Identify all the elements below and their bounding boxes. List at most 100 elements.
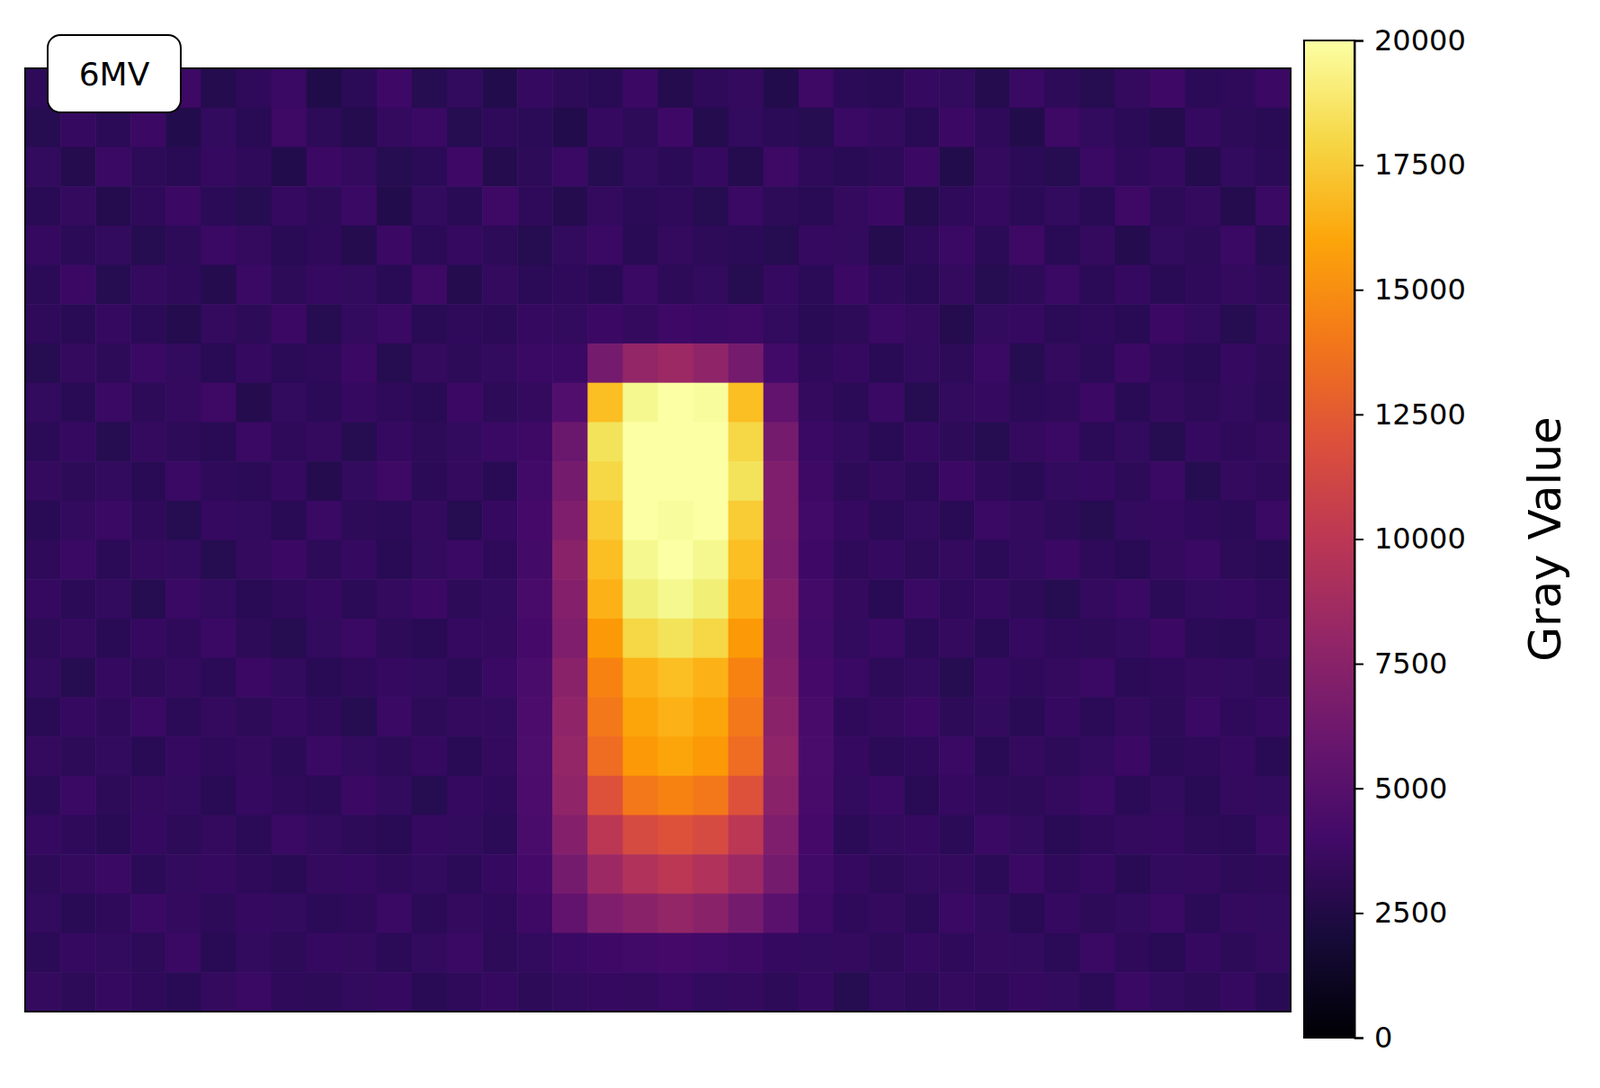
heatmap-cell	[411, 893, 448, 934]
title-box: 6MV	[47, 35, 181, 113]
heatmap-cell	[658, 265, 695, 305]
heatmap-cell	[165, 265, 202, 305]
heatmap-cell	[1185, 618, 1222, 659]
heatmap-cell	[95, 776, 132, 816]
heatmap-cell	[60, 658, 97, 698]
heatmap-cell	[974, 658, 1011, 698]
heatmap-cell	[376, 579, 413, 619]
heatmap-cell	[271, 893, 308, 934]
heatmap-cell	[868, 972, 905, 1012]
heatmap-cell	[1044, 146, 1081, 187]
heatmap-cell	[763, 776, 800, 816]
heatmap-cell	[482, 776, 519, 816]
heatmap-cell	[938, 618, 975, 659]
heatmap-cell	[236, 68, 273, 108]
colorbar-tick-label: 0	[1374, 1020, 1393, 1055]
heatmap-cell	[341, 461, 378, 501]
heatmap-cell	[1255, 658, 1291, 698]
heatmap-cell	[200, 814, 237, 855]
heatmap-cell	[236, 107, 273, 148]
heatmap-cell	[763, 500, 800, 541]
heatmap-cell	[903, 225, 940, 266]
heatmap-cell	[306, 933, 343, 974]
heatmap-cell	[95, 697, 132, 737]
heatmap-cell	[341, 265, 378, 305]
heatmap-cell	[693, 146, 730, 187]
heatmap-cell	[446, 68, 483, 108]
heatmap-cell	[25, 776, 62, 816]
heatmap-cell	[587, 303, 624, 344]
heatmap-cell	[552, 736, 589, 777]
colorbar-tick-mark	[1354, 912, 1364, 915]
heatmap-cell	[798, 225, 835, 266]
heatmap-cell	[938, 343, 975, 384]
colorbar-tick: 7500	[1354, 646, 1448, 681]
heatmap-cell	[798, 893, 835, 934]
heatmap-cell	[376, 776, 413, 816]
heatmap-cell	[798, 186, 835, 226]
heatmap-cell	[165, 461, 202, 501]
heatmap-cell	[974, 461, 1011, 501]
heatmap-cell	[1115, 461, 1152, 501]
heatmap-cell	[411, 776, 448, 816]
heatmap-cell	[200, 972, 237, 1012]
heatmap-cell	[130, 658, 167, 698]
heatmap-cell	[1044, 68, 1081, 108]
heatmap-cell	[1115, 618, 1152, 659]
heatmap-cell	[411, 107, 448, 148]
colorbar-tick-mark	[1354, 413, 1364, 416]
heatmap-cell	[60, 421, 97, 462]
heatmap-cell	[200, 68, 237, 108]
heatmap-cell	[763, 933, 800, 974]
heatmap-cell	[130, 421, 167, 462]
heatmap-cell	[693, 814, 730, 855]
heatmap-cell	[411, 303, 448, 344]
heatmap-cell	[1220, 265, 1257, 305]
heatmap-cell	[1115, 893, 1152, 934]
heatmap-cell	[833, 814, 870, 855]
heatmap-cell	[1185, 107, 1222, 148]
heatmap-cell	[271, 697, 308, 737]
heatmap-cell	[622, 500, 659, 541]
heatmap-cell	[868, 579, 905, 619]
heatmap-cell	[130, 618, 167, 659]
heatmap-cell	[974, 933, 1011, 974]
heatmap-cell	[1115, 68, 1152, 108]
heatmap-cell	[271, 500, 308, 541]
heatmap-cell	[693, 421, 730, 462]
heatmap-cell	[1115, 658, 1152, 698]
heatmap-cell	[236, 421, 273, 462]
heatmap-cell	[446, 107, 483, 148]
heatmap-cell	[95, 343, 132, 384]
heatmap-cell	[376, 186, 413, 226]
heatmap-cell	[25, 972, 62, 1012]
heatmap-cell	[95, 500, 132, 541]
heatmap-cell	[25, 893, 62, 934]
heatmap-cell	[130, 303, 167, 344]
heatmap-cell	[938, 893, 975, 934]
heatmap-cell	[236, 933, 273, 974]
heatmap-cell	[517, 776, 554, 816]
heatmap-cell	[376, 146, 413, 187]
heatmap-cell	[411, 68, 448, 108]
heatmap-cell	[763, 579, 800, 619]
heatmap-cell	[25, 579, 62, 619]
heatmap-cell	[482, 972, 519, 1012]
heatmap-cell	[446, 146, 483, 187]
heatmap-cell	[587, 540, 624, 581]
heatmap-cell	[1080, 540, 1117, 581]
heatmap-cell	[1044, 107, 1081, 148]
heatmap-cell	[693, 265, 730, 305]
heatmap-cell	[903, 303, 940, 344]
heatmap-cell	[938, 383, 975, 423]
heatmap-cell	[622, 854, 659, 894]
heatmap-cell	[903, 854, 940, 894]
heatmap-cell	[1115, 776, 1152, 816]
heatmap-cell	[446, 186, 483, 226]
heatmap-cell	[1150, 972, 1187, 1012]
heatmap-cell	[974, 618, 1011, 659]
heatmap-cell	[798, 107, 835, 148]
heatmap-cell	[1255, 540, 1291, 581]
heatmap-cell	[446, 658, 483, 698]
heatmap-cell	[376, 303, 413, 344]
